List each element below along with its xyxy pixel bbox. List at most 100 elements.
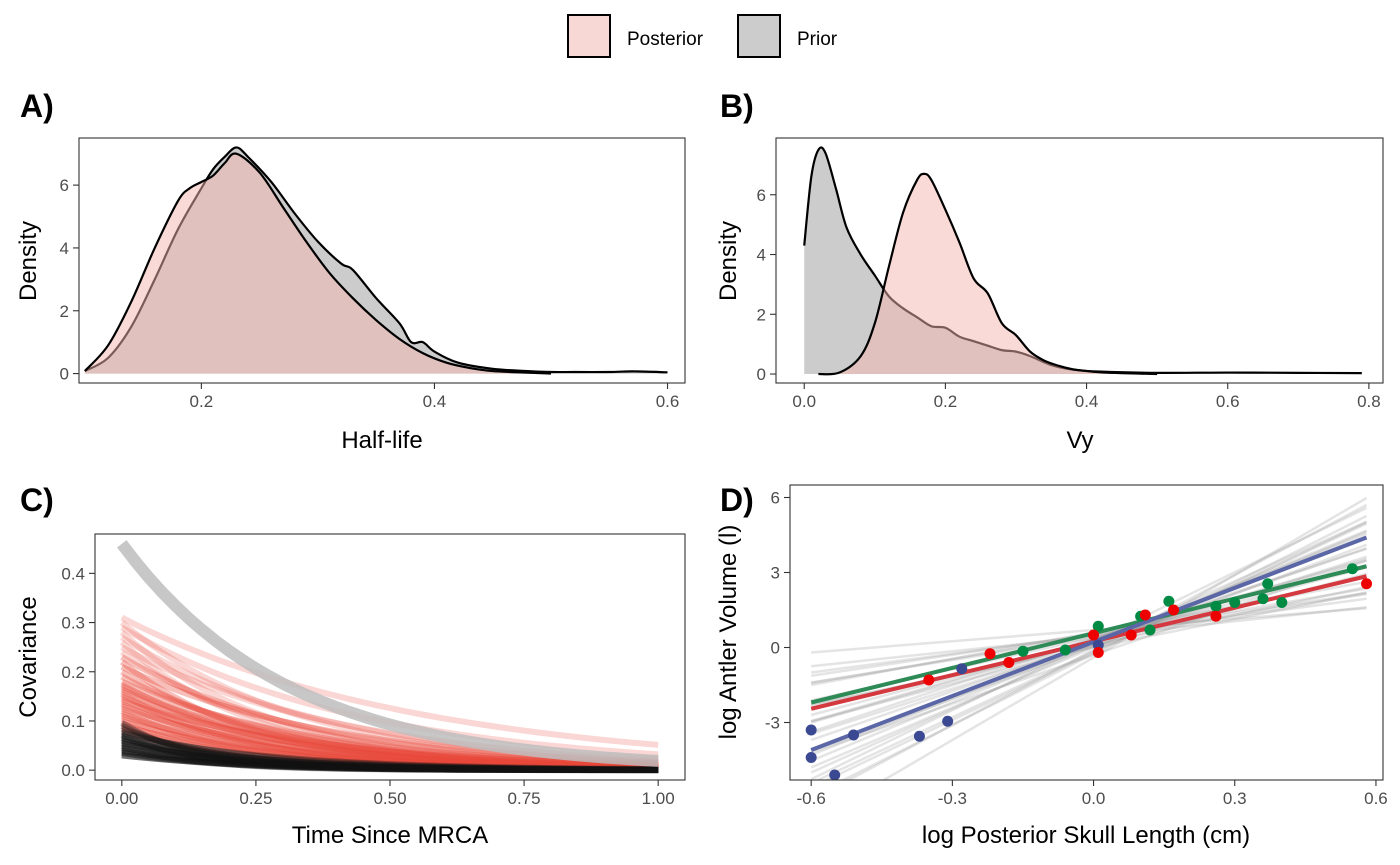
posterior-covariance-curve (120, 683, 659, 770)
panel-a: A) 0.2 0.4 0.6 0 2 4 6 Half-life Density (15, 88, 686, 454)
posterior-covariance-curve (121, 752, 659, 773)
posterior-covariance-curve (121, 745, 659, 773)
posterior-covariance-curve (119, 659, 659, 772)
posterior-covariance-curve (120, 686, 659, 769)
x-tick-label: 0.6 (656, 392, 680, 411)
x-tick-label: -0.6 (797, 789, 826, 808)
y-tick-label: 6 (771, 489, 780, 508)
posterior-covariance-curve (120, 718, 659, 772)
y-tick-label: -3 (765, 714, 780, 733)
posterior-covariance-curve (120, 710, 659, 772)
posterior-covariance-curve (120, 725, 659, 773)
y-tick-label: 6 (60, 176, 69, 195)
posterior-density-area (818, 173, 1158, 375)
posterior-regression-line (810, 559, 1367, 754)
y-tick-label: 2 (60, 302, 69, 321)
posterior-covariance-curve (120, 669, 659, 770)
x-tick-label: 1.00 (642, 789, 675, 808)
green-data-point (1257, 593, 1269, 605)
panel-a-x-title: Half-life (341, 427, 422, 454)
posterior-regression-line (823, 520, 1368, 780)
blue-data-point (805, 724, 817, 736)
x-tick-label: 0.25 (239, 789, 272, 808)
panel-c-tag: C) (20, 482, 54, 518)
posterior-covariance-curve (121, 747, 659, 773)
posterior-covariance-curve (120, 720, 659, 773)
posterior-covariance-curve (120, 649, 659, 769)
blue-data-point (942, 715, 954, 727)
green-data-point (1210, 600, 1222, 612)
panel-b-border (775, 137, 1384, 384)
red-data-point (923, 674, 935, 686)
posterior-covariance-curve (120, 723, 659, 774)
posterior-regression-line (840, 514, 1368, 780)
legend-label-posterior: Posterior (627, 29, 704, 50)
panel-d-x-title: log Posterior Skull Length (cm) (922, 822, 1250, 849)
posterior-covariance-curve (119, 639, 659, 771)
y-tick-label: 3 (771, 564, 780, 583)
panel-d: -0.6 -0.3 0.0 0.3 0.6 -3 0 3 6 log Posterior Sk… (715, 482, 1388, 849)
x-tick-label: -0.3 (938, 789, 967, 808)
y-tick-label: 0.1 (61, 712, 85, 731)
posterior-covariance-curve (121, 722, 659, 772)
panel-b-y-axis: 0 2 4 6 (757, 186, 776, 384)
x-tick-label: 0.2 (934, 392, 958, 411)
x-tick-label: 0.00 (105, 789, 138, 808)
panel-b-tag: B) (720, 88, 754, 124)
x-tick-label: 0.3 (1223, 789, 1247, 808)
red-data-point (1003, 657, 1015, 668)
posterior-covariance-curve (121, 740, 659, 773)
green-data-point (1276, 597, 1288, 608)
posterior-covariance-curve (120, 731, 659, 774)
posterior-regression-line (815, 522, 1368, 780)
posterior-regression-line (846, 503, 1368, 780)
x-tick-label: 0.0 (792, 392, 816, 411)
green-data-point (1017, 645, 1029, 657)
posterior-covariance-curve (121, 737, 659, 773)
posterior-covariance-curve (120, 703, 659, 771)
posterior-covariance-curve (120, 696, 659, 771)
posterior-covariance-curve (120, 713, 659, 771)
panel-b-x-axis: 0.0 0.2 0.4 0.6 0.8 (792, 383, 1381, 411)
panel-d-y-title: log Antler Volume (l) (715, 525, 742, 740)
posterior-covariance-curve (120, 698, 659, 768)
posterior-covariance-curve (121, 740, 659, 773)
y-tick-label: 0 (757, 365, 766, 384)
blue-data-point (829, 769, 841, 780)
blue-fit-line (810, 535, 1368, 752)
panel-d-plot (805, 496, 1373, 780)
posterior-covariance-curve (121, 737, 659, 773)
panel-a-x-axis: 0.2 0.4 0.6 (190, 383, 680, 411)
posterior-covariance-curve (121, 742, 659, 773)
green-data-point (1229, 597, 1241, 608)
blue-data-point (805, 752, 817, 763)
y-tick-label: 0.0 (61, 761, 85, 780)
y-tick-label: 0 (60, 365, 69, 384)
posterior-covariance-curve (120, 688, 659, 771)
panel-a-y-title: Density (15, 221, 42, 301)
blue-data-point (848, 729, 860, 741)
green-data-point (1144, 624, 1156, 636)
red-data-point (1125, 629, 1137, 641)
red-data-point (1361, 578, 1373, 590)
green-data-point (1262, 578, 1274, 590)
panel-c: C) 0.00 0.25 0.50 0.75 1.00 0.00.10.20.30.4 … (15, 482, 686, 849)
posterior-covariance-curve (120, 743, 659, 774)
posterior-density-line (84, 152, 552, 375)
panel-a-border (78, 137, 686, 384)
posterior-regression-line (811, 607, 1367, 654)
green-data-point (1346, 563, 1358, 575)
panel-b-x-title: Vy (1066, 427, 1093, 454)
posterior-covariance-curve (120, 681, 659, 771)
posterior-covariance-curve (120, 691, 659, 772)
posterior-covariance-curve (121, 749, 659, 773)
posterior-covariance-curve (121, 749, 659, 774)
x-tick-label: 0.6 (1364, 789, 1388, 808)
x-tick-label: 0.4 (1075, 392, 1099, 411)
posterior-density-line (818, 172, 1158, 376)
blue-data-point (956, 663, 968, 675)
prior-covariance-curve (117, 540, 659, 767)
green-data-point (1092, 620, 1104, 632)
posterior-covariance-curve (121, 730, 659, 773)
